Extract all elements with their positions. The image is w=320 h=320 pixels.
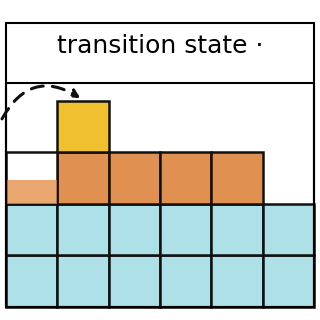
Bar bbox=[160, 204, 212, 255]
Bar bbox=[212, 152, 263, 204]
Bar bbox=[212, 152, 263, 204]
Bar bbox=[6, 152, 57, 204]
Text: transition state ·: transition state · bbox=[57, 34, 263, 58]
Bar bbox=[160, 152, 212, 204]
Bar bbox=[160, 152, 212, 204]
Bar bbox=[108, 255, 160, 307]
Bar bbox=[57, 152, 108, 204]
Bar bbox=[57, 255, 108, 307]
Bar bbox=[57, 152, 108, 204]
Bar bbox=[6, 204, 57, 255]
Bar bbox=[108, 204, 160, 255]
Bar bbox=[57, 101, 108, 152]
Bar bbox=[6, 152, 57, 204]
Bar bbox=[263, 204, 314, 255]
Bar bbox=[57, 101, 108, 152]
Bar bbox=[160, 255, 212, 307]
Bar bbox=[212, 255, 263, 307]
Bar bbox=[212, 204, 263, 255]
Bar bbox=[6, 83, 314, 307]
Bar bbox=[263, 255, 314, 307]
Bar bbox=[6, 180, 57, 204]
Bar bbox=[108, 152, 160, 204]
Bar bbox=[108, 152, 160, 204]
Bar bbox=[57, 204, 108, 255]
Bar bbox=[6, 255, 57, 307]
